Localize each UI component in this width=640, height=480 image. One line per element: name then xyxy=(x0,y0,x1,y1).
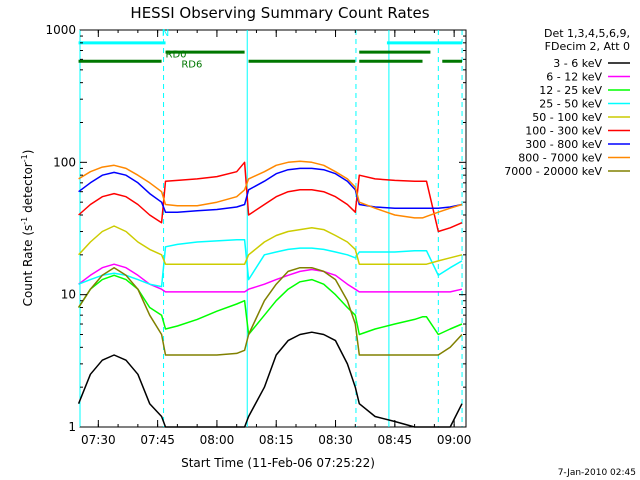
series-line-8 xyxy=(77,266,463,356)
x-tick-label-6: 09:00 xyxy=(437,433,472,447)
x-tick-label-5: 08:45 xyxy=(378,433,413,447)
x-tick-label-1: 07:45 xyxy=(140,433,175,447)
legend-label-2: 12 - 25 keV xyxy=(539,84,602,97)
vertical-markers xyxy=(79,30,463,427)
y-axis-label: Count Rate (s-1 detector-1) xyxy=(20,150,35,307)
legend-label-0: 3 - 6 keV xyxy=(553,57,602,70)
y-tick-label-1: 10 xyxy=(61,288,76,302)
chart-title: HESSI Observing Summary Count Rates xyxy=(130,4,429,22)
legend-label-4: 50 - 100 keV xyxy=(532,111,602,124)
legend-label-1: 6 - 12 keV xyxy=(546,71,602,84)
annotation-rd0: RD0 xyxy=(166,49,187,60)
y-tick-label-2: 100 xyxy=(53,155,76,169)
legend-label-3: 25 - 50 keV xyxy=(539,98,602,111)
legend-header-line1: Det 1,3,4,5,6,9, xyxy=(544,27,630,40)
series-line-0 xyxy=(77,331,463,428)
x-axis-label: Start Time (11-Feb-06 07:25:22) xyxy=(181,456,375,470)
annotation-n: N xyxy=(162,28,169,39)
x-tick-label-4: 08:30 xyxy=(318,433,353,447)
footer-date: 7-Jan-2010 02:45 xyxy=(558,468,636,478)
legend-header-line2: FDecim 2, Att 0 xyxy=(545,40,630,53)
legend: Det 1,3,4,5,6,9, FDecim 2, Att 0 3 - 6 k… xyxy=(504,27,630,178)
y-ticks: 1 10 100 1000 xyxy=(45,23,466,434)
legend-label-5: 100 - 300 keV xyxy=(525,125,602,138)
x-tick-label-0: 07:30 xyxy=(81,433,116,447)
series-line-1 xyxy=(78,263,463,293)
legend-label-7: 800 - 7000 keV xyxy=(518,152,602,165)
series-line-4 xyxy=(78,225,463,265)
series-lines xyxy=(77,160,463,428)
series-line-7 xyxy=(78,160,463,219)
legend-label-8: 7000 - 20000 keV xyxy=(504,165,602,178)
y-tick-label-3: 1000 xyxy=(45,23,76,37)
legend-label-6: 300 - 800 keV xyxy=(525,138,602,151)
x-ticks: 07:30 07:45 08:00 08:15 08:30 08:45 09:00 xyxy=(81,30,471,447)
x-tick-label-3: 08:15 xyxy=(259,433,294,447)
series-line-5 xyxy=(78,161,463,233)
annotation-rd6: RD6 xyxy=(181,60,202,71)
plot-frame xyxy=(79,29,467,428)
series-line-3 xyxy=(78,239,463,288)
series-line-2 xyxy=(77,274,463,336)
series-line-6 xyxy=(78,167,463,213)
x-tick-label-2: 08:00 xyxy=(200,433,235,447)
y-tick-label-0: 1 xyxy=(68,420,76,434)
